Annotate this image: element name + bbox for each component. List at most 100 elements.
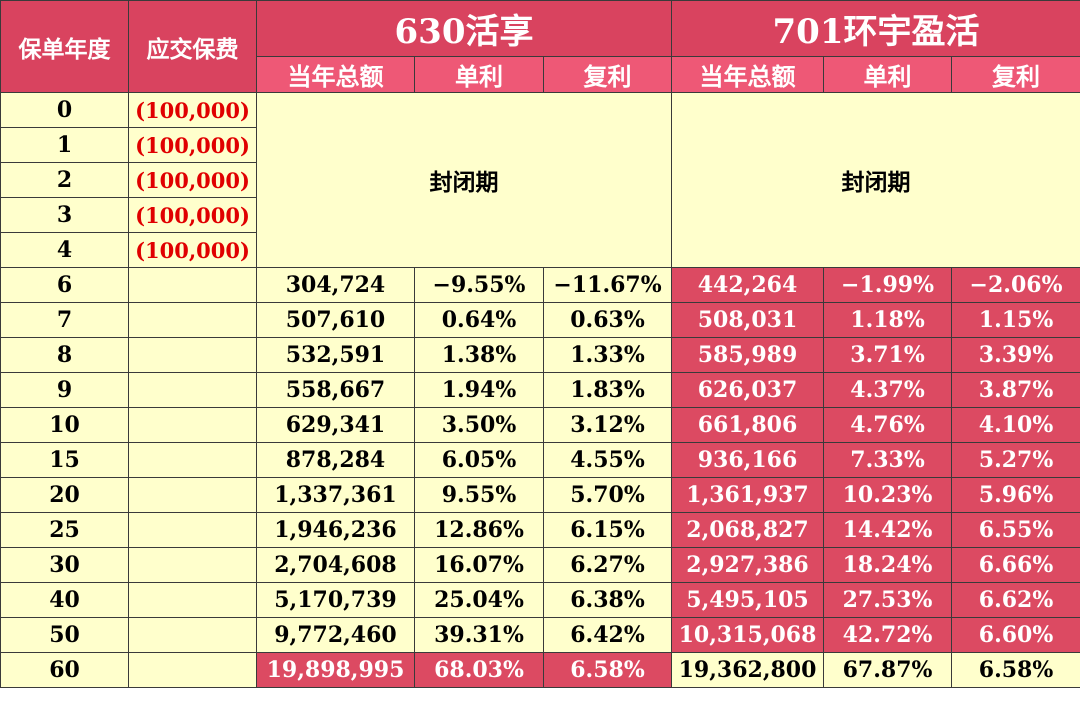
product-b-simple-rate-cell: 67.87% (823, 652, 953, 688)
closed-period-a: 封闭期 (255, 92, 673, 268)
year-cell: 15 (0, 442, 129, 478)
product-b-total-cell: 626,037 (671, 372, 825, 408)
table-row: 8 532,591 1.38% 1.33% 585,989 3.71% 3.39% (0, 337, 1080, 373)
product-b-compound-rate-cell: 5.27% (951, 442, 1080, 478)
table-row: 30 2,704,608 16.07% 6.27% 2,927,386 18.24% 6.6… (0, 547, 1080, 583)
premium-cell (128, 477, 257, 513)
product-a-total-cell: 9,772,460 (256, 617, 415, 653)
product-a-compound-rate-cell: 4.55% (542, 442, 673, 478)
product-a-compound-rate-cell: 6.15% (542, 512, 673, 548)
premium-cell (128, 337, 257, 373)
product-b-total-cell: 2,068,827 (671, 512, 825, 548)
product-a-compound-rate-cell: 1.83% (542, 372, 673, 408)
product-b-compound-rate-cell: 5.96% (951, 477, 1080, 513)
year-cell: 2 (0, 162, 129, 198)
premium-cell (128, 617, 257, 653)
product-b-total-cell: 5,495,105 (671, 582, 825, 618)
product-b-simple-rate-cell: 1.18% (823, 302, 953, 338)
product-b-compound-rate-cell: 6.62% (951, 582, 1080, 618)
premium-cell: (100,000) (128, 162, 257, 198)
product-a-simple-rate-cell: 25.04% (414, 582, 544, 618)
year-cell: 60 (0, 652, 129, 688)
subheader-simple: 单利 (414, 56, 544, 93)
product-a-compound-rate-cell: 3.12% (542, 407, 673, 443)
year-cell: 50 (0, 617, 129, 653)
premium-cell (128, 267, 257, 303)
year-cell: 40 (0, 582, 129, 618)
product-a-compound-rate-cell: 0.63% (542, 302, 673, 338)
product-a-simple-rate-cell: 1.38% (414, 337, 544, 373)
header-year: 保单年度 (0, 0, 129, 93)
product-a-total-cell: 558,667 (256, 372, 415, 408)
year-cell: 3 (0, 197, 129, 233)
product-a-simple-rate-cell: 0.64% (414, 302, 544, 338)
product-b-simple-rate-cell: 4.76% (823, 407, 953, 443)
product-b-compound-rate-cell: 4.10% (951, 407, 1080, 443)
product-a-simple-rate-cell: 6.05% (414, 442, 544, 478)
table-row: 20 1,337,361 9.55% 5.70% 1,361,937 10.23% 5.96… (0, 477, 1080, 513)
product-b-total-cell: 10,315,068 (671, 617, 825, 653)
product-b-simple-rate-cell: 3.71% (823, 337, 953, 373)
product-a-simple-rate-cell: −9.55% (414, 267, 544, 303)
year-cell: 7 (0, 302, 129, 338)
product-a-total-cell: 2,704,608 (256, 547, 415, 583)
product-b-simple-rate-cell: 42.72% (823, 617, 953, 653)
product-b-total-cell: 936,166 (671, 442, 825, 478)
product-b-compound-rate-cell: 3.39% (951, 337, 1080, 373)
year-cell: 1 (0, 127, 129, 163)
product-a-simple-rate-cell: 3.50% (414, 407, 544, 443)
product-b-compound-rate-cell: 6.60% (951, 617, 1080, 653)
premium-cell: (100,000) (128, 232, 257, 268)
year-cell: 6 (0, 267, 129, 303)
product-a-total-cell: 1,946,236 (256, 512, 415, 548)
product-a-total-cell: 532,591 (256, 337, 415, 373)
premium-cell: (100,000) (128, 127, 257, 163)
product-b-simple-rate-cell: 14.42% (823, 512, 953, 548)
product-b-total-cell: 585,989 (671, 337, 825, 373)
product-a-total-cell: 5,170,739 (256, 582, 415, 618)
product-a-total-cell: 1,337,361 (256, 477, 415, 513)
premium-cell (128, 512, 257, 548)
product-a-compound-rate-cell: 6.38% (542, 582, 673, 618)
premium-cell: (100,000) (128, 92, 257, 128)
product-b-total-cell: 661,806 (671, 407, 825, 443)
product-a-simple-rate-cell: 39.31% (414, 617, 544, 653)
header-product-b: 701环宇盈活 (671, 0, 1080, 57)
premium-cell (128, 547, 257, 583)
premium-cell (128, 442, 257, 478)
header-product-a: 630活享 (255, 0, 673, 57)
product-b-compound-rate-cell: 3.87% (951, 372, 1080, 408)
product-a-compound-rate-cell: 1.33% (542, 337, 673, 373)
subheader-compound: 复利 (951, 56, 1080, 93)
product-b-total-cell: 442,264 (671, 267, 825, 303)
product-a-compound-rate-cell: 5.70% (542, 477, 673, 513)
year-cell: 4 (0, 232, 129, 268)
year-cell: 25 (0, 512, 129, 548)
product-b-simple-rate-cell: 4.37% (823, 372, 953, 408)
year-cell: 8 (0, 337, 129, 373)
table-row: 40 5,170,739 25.04% 6.38% 5,495,105 27.53% 6.6… (0, 582, 1080, 618)
product-b-simple-rate-cell: 7.33% (823, 442, 953, 478)
comparison-table: 保单年度 应交保费 630活享 701环宇盈活 当年总额 单利 复利 当年总额 … (0, 0, 1080, 688)
product-a-compound-rate-cell: 6.58% (542, 652, 673, 688)
product-a-total-cell: 19,898,995 (256, 652, 415, 688)
product-a-simple-rate-cell: 9.55% (414, 477, 544, 513)
premium-cell (128, 372, 257, 408)
product-b-simple-rate-cell: 18.24% (823, 547, 953, 583)
product-b-total-cell: 508,031 (671, 302, 825, 338)
table-row: 6 304,724 −9.55% −11.67% 442,264 −1.99% −2.06% (0, 267, 1080, 303)
product-b-compound-rate-cell: 6.66% (951, 547, 1080, 583)
premium-cell (128, 407, 257, 443)
table-row: 60 19,898,995 68.03% 6.58% 19,362,800 67.87% 6… (0, 652, 1080, 688)
product-b-compound-rate-cell: 1.15% (951, 302, 1080, 338)
table-row: 7 507,610 0.64% 0.63% 508,031 1.18% 1.15% (0, 302, 1080, 338)
premium-cell (128, 652, 257, 688)
table-row: 15 878,284 6.05% 4.55% 936,166 7.33% 5.27% (0, 442, 1080, 478)
year-cell: 30 (0, 547, 129, 583)
table-row: 25 1,946,236 12.86% 6.15% 2,068,827 14.42% 6.5… (0, 512, 1080, 548)
premium-cell: (100,000) (128, 197, 257, 233)
product-b-simple-rate-cell: 27.53% (823, 582, 953, 618)
header-premium: 应交保费 (128, 0, 257, 93)
product-b-total-cell: 1,361,937 (671, 477, 825, 513)
year-cell: 10 (0, 407, 129, 443)
